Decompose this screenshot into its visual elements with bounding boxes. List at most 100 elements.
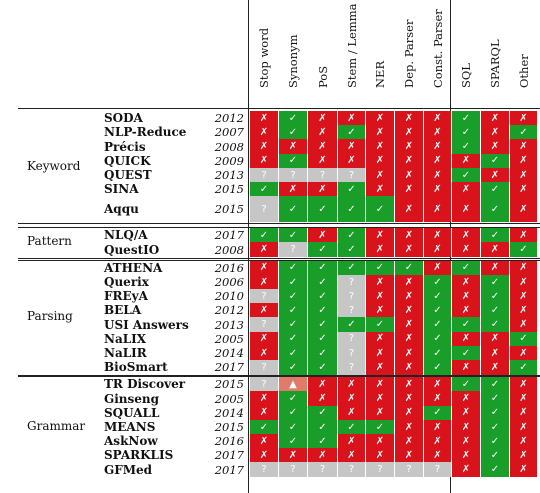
column-header-label: PoS — [315, 65, 330, 88]
feature-cell: ✗ — [250, 125, 278, 140]
year: 2017 — [214, 448, 244, 463]
feature-cell: ✓ — [279, 228, 307, 243]
feature-cell: ✗ — [510, 405, 537, 421]
feature-cell: ✓ — [308, 345, 337, 361]
year: 2009 — [214, 153, 244, 168]
feature-cell: ✓ — [481, 462, 509, 477]
feature-cell: ✗ — [250, 139, 278, 154]
feature-cell: ✗ — [510, 377, 537, 392]
feature-cell: ✗ — [452, 274, 480, 290]
system-name: AskNow — [104, 434, 158, 449]
feature-cell: ✗ — [395, 419, 423, 435]
year: 2017 — [214, 360, 244, 375]
system-name: SPARKLIS — [104, 448, 174, 463]
feature-cell: ✗ — [395, 317, 423, 332]
year: 2008 — [214, 242, 244, 257]
feature-cell: ✗ — [366, 228, 394, 243]
feature-cell: ✓ — [510, 331, 537, 347]
feature-cell: ✗ — [481, 139, 509, 154]
feature-cell: ✓ — [452, 167, 480, 183]
feature-cell: ✓ — [481, 434, 509, 449]
feature-cell: ✓ — [308, 317, 337, 332]
year: 2014 — [214, 345, 244, 360]
feature-cell: ✓ — [308, 331, 337, 347]
feature-cell: ✓ — [279, 419, 307, 435]
feature-cell: ✗ — [308, 111, 337, 126]
feature-cell: ✗ — [366, 167, 394, 183]
feature-cell: ✗ — [366, 377, 394, 392]
feature-cell: ✗ — [424, 139, 451, 154]
feature-cell: ✗ — [510, 462, 537, 477]
year: 2016 — [214, 434, 244, 449]
feature-cell: ✗ — [510, 228, 537, 243]
feature-cell: ✗ — [366, 303, 394, 318]
feature-cell: ✓ — [279, 360, 307, 375]
feature-cell: ✗ — [424, 196, 451, 223]
feature-cell: ✓ — [481, 153, 509, 169]
feature-cell: ✗ — [395, 196, 423, 223]
feature-cell: ✓ — [338, 196, 365, 223]
column-header: Other — [510, 0, 537, 106]
feature-cell: ✓ — [424, 303, 451, 318]
column-header: SQL — [452, 0, 480, 106]
column-header-label: Const. Parser — [430, 9, 445, 88]
year: 2015 — [214, 202, 244, 217]
feature-cell: ? — [250, 317, 278, 332]
feature-cell: ✗ — [395, 360, 423, 375]
feature-cell: ? — [250, 462, 278, 477]
feature-cell: ✗ — [424, 260, 451, 276]
system-name: SQUALL — [104, 405, 160, 420]
feature-cell: ✗ — [510, 434, 537, 449]
feature-cell: ✗ — [250, 274, 278, 290]
feature-cell: ✗ — [395, 448, 423, 463]
feature-cell: ✗ — [510, 182, 537, 197]
feature-cell: ✗ — [250, 448, 278, 463]
feature-cell: ? — [279, 462, 307, 477]
year: 2017 — [214, 228, 244, 243]
feature-cell: ✗ — [366, 274, 394, 290]
feature-cell: ✗ — [338, 111, 365, 126]
feature-cell: ✗ — [510, 317, 537, 332]
feature-cell: ✗ — [366, 331, 394, 347]
feature-cell: ✗ — [366, 448, 394, 463]
feature-cell: ✗ — [308, 125, 337, 140]
feature-cell: ✓ — [366, 260, 394, 276]
feature-cell: ✗ — [395, 377, 423, 392]
feature-cell: ✗ — [452, 391, 480, 406]
feature-cell: ✗ — [452, 405, 480, 421]
column-header-label: Other — [516, 54, 531, 88]
system-name: Querix — [104, 274, 149, 289]
feature-cell: ✓ — [279, 317, 307, 332]
column-header-label: SPARQL — [488, 39, 502, 88]
column-header: Stop word — [250, 0, 278, 106]
feature-cell: ✗ — [308, 139, 337, 154]
feature-cell: ✓ — [424, 405, 451, 421]
category-label: Keyword — [27, 158, 81, 173]
feature-cell: ✓ — [481, 303, 509, 318]
feature-cell: ✓ — [510, 360, 537, 375]
feature-cell: ✓ — [481, 228, 509, 243]
feature-cell: ✗ — [481, 242, 509, 257]
feature-cell: ✗ — [395, 139, 423, 154]
feature-cell: ✗ — [279, 448, 307, 463]
feature-cell: ✗ — [395, 228, 423, 243]
feature-cell: ✗ — [510, 448, 537, 463]
feature-cell: ✗ — [366, 125, 394, 140]
feature-cell: ? — [338, 331, 365, 347]
column-header: Stem / Lemma — [338, 0, 365, 106]
feature-cell: ? — [338, 303, 365, 318]
feature-cell: ✓ — [481, 317, 509, 332]
feature-cell: ✓ — [481, 419, 509, 435]
feature-cell: ✗ — [510, 274, 537, 290]
feature-cell: ✓ — [279, 196, 307, 223]
feature-cell: ✓ — [366, 419, 394, 435]
feature-cell: ✗ — [366, 391, 394, 406]
feature-cell: ✓ — [510, 125, 537, 140]
horizontal-rule — [18, 223, 540, 225]
feature-cell: ✗ — [279, 139, 307, 154]
feature-cell: ✗ — [366, 360, 394, 375]
feature-cell: ✗ — [510, 419, 537, 435]
feature-cell: ✓ — [308, 260, 337, 276]
feature-cell: ✓ — [481, 196, 509, 223]
feature-cell: ✗ — [481, 360, 509, 375]
